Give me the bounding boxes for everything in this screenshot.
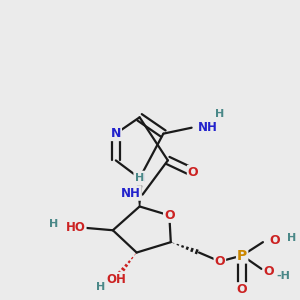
Text: H: H xyxy=(49,219,58,229)
Text: O: O xyxy=(164,209,175,222)
Text: O: O xyxy=(188,166,198,179)
Text: OH: OH xyxy=(106,273,126,286)
Text: N: N xyxy=(111,127,121,140)
Text: NH: NH xyxy=(121,187,141,200)
Text: NH: NH xyxy=(121,187,141,200)
Text: H: H xyxy=(215,109,224,119)
Text: H: H xyxy=(286,233,296,243)
Text: -H: -H xyxy=(277,271,291,281)
Text: HO: HO xyxy=(66,221,86,234)
Text: O: O xyxy=(237,283,248,296)
Text: N: N xyxy=(134,172,145,185)
Text: O: O xyxy=(214,255,225,268)
Text: O: O xyxy=(269,234,280,247)
Polygon shape xyxy=(137,178,142,206)
Text: H: H xyxy=(135,173,144,183)
Text: P: P xyxy=(237,248,247,262)
Text: H: H xyxy=(96,282,106,292)
Text: O: O xyxy=(264,266,274,278)
Text: NH: NH xyxy=(198,121,218,134)
